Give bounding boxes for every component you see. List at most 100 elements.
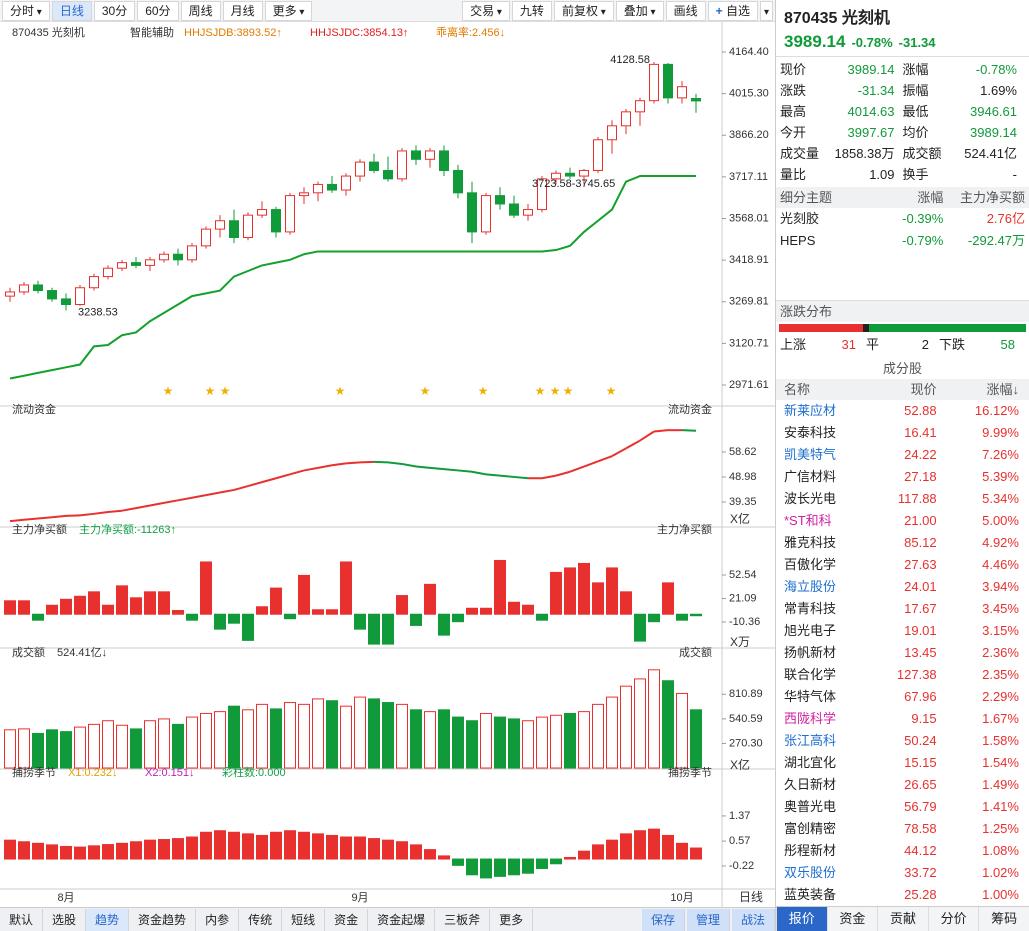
side-tab[interactable]: 筹码 [978,907,1029,931]
toolbar-button[interactable]: 自选 [707,0,758,21]
stock-name: 广信材料 [784,469,837,484]
svg-text:★: ★ [550,384,561,398]
flow-segment [555,470,571,477]
toolbar-button[interactable]: 交易 [462,0,510,21]
action-button[interactable]: 战法 [731,908,775,931]
bottom-tab[interactable]: 选股 [43,908,87,931]
bottom-tab[interactable]: 短线 [282,908,326,931]
toolbar-button[interactable]: 叠加 [615,0,664,21]
y-tick-label: 2971.61 [729,379,769,391]
bar [508,858,520,876]
constituent-row[interactable]: 联合化学 127.38 2.35% [776,664,1029,686]
toolbar-dropdown[interactable] [759,0,773,21]
constituent-row[interactable]: 百傲化学 27.63 4.46% [776,554,1029,576]
stock-name: 常青科技 [784,601,837,616]
toolbar-button[interactable]: 前复权 [553,0,614,21]
stock-price: 24.01 [904,579,937,594]
stock-name: 彤程新材 [784,843,837,858]
constituent-row[interactable]: 旭光电子 19.01 3.15% [776,620,1029,642]
stock-name: 张江高科 [784,733,837,748]
constituent-row[interactable]: 彤程新材 44.12 1.08% [776,840,1029,862]
bottom-tab[interactable]: 默认 [0,908,44,931]
flow-segment [415,465,431,469]
side-tab[interactable]: 资金 [826,907,878,931]
bottom-tab[interactable]: 三板斧 [435,908,491,931]
constituent-row[interactable]: *ST和科 21.00 5.00% [776,510,1029,532]
bar [186,716,198,769]
candle-body [621,111,631,127]
constituent-row[interactable]: 蓝英装备 25.28 1.00% [776,884,1029,906]
bar [690,613,702,617]
toolbar-button[interactable]: 分时 [2,0,50,21]
action-button[interactable]: 保存 [641,908,685,931]
bottom-tab[interactable]: 资金趋势 [129,908,197,931]
y-tick-label: 3269.81 [729,296,769,308]
theme-row: HEPS -0.79% -292.47万 [776,230,1029,252]
toolbar-button[interactable]: 更多 [264,0,313,21]
constituent-row[interactable]: 新莱应材 52.88 16.12% [776,400,1029,422]
flow-segment [79,512,95,517]
stock-price: 13.45 [904,645,937,660]
constituent-row[interactable]: 安泰科技 16.41 9.99% [776,422,1029,444]
quote-value: 3989.14 [847,62,895,77]
constituent-row[interactable]: 扬帆新材 13.45 2.36% [776,642,1029,664]
constituent-row[interactable]: 张江高科 50.24 1.58% [776,730,1029,752]
side-tab[interactable]: 分价 [927,907,979,931]
toolbar-button[interactable]: 日线 [51,0,92,21]
bottom-tab[interactable]: 内参 [196,908,240,931]
candle-body [131,262,141,266]
flow-segment [303,466,319,472]
constituent-row[interactable]: 富创精密 78.58 1.25% [776,818,1029,840]
bar [172,723,184,769]
svg-text:★: ★ [478,384,489,398]
bottom-tab[interactable]: 资金 [325,908,369,931]
toolbar-button[interactable]: 30分 [93,0,136,21]
bar [186,836,198,860]
constituent-row[interactable]: 凯美特气 24.22 7.26% [776,444,1029,466]
bar [144,839,156,860]
constituent-row[interactable]: 久日新材 26.65 1.49% [776,774,1029,796]
bar [466,720,478,769]
constituent-row[interactable]: 华特气体 67.96 2.29% [776,686,1029,708]
side-tab[interactable]: 报价 [776,907,827,931]
constituent-row[interactable]: 湖北宜化 15.15 1.54% [776,752,1029,774]
theme-pct: -0.79% [902,233,944,248]
bar [578,562,590,615]
bar [396,703,408,769]
stock-price: 127.38 [896,667,937,682]
toolbar-button[interactable]: 画线 [665,0,706,21]
toolbar-button[interactable]: 周线 [180,0,221,21]
toolbar-button[interactable]: 60分 [137,0,179,21]
unit-label: X亿 [730,511,750,526]
constituent-row[interactable]: 常青科技 17.67 3.45% [776,598,1029,620]
constituent-row[interactable]: 海立股份 24.01 3.94% [776,576,1029,598]
bottom-tab[interactable]: 传统 [239,908,283,931]
stock-pct: 9.99% [982,425,1019,440]
toolbar-button[interactable]: 月线 [222,0,263,21]
constituent-row[interactable]: 波长光电 117.88 5.34% [776,488,1029,510]
candle-body [173,253,183,261]
svg-text:★: ★ [420,384,431,398]
bar [88,591,100,615]
stock-pct: 4.92% [982,535,1019,550]
constituent-row[interactable]: 西陇科学 9.15 1.67% [776,708,1029,730]
bottom-tab[interactable]: 趋势 [86,908,130,931]
constituent-row[interactable]: 双乐股份 33.72 1.02% [776,862,1029,884]
quote-value: 4014.63 [847,104,895,119]
theme-name: HEPS [780,233,816,248]
bar [200,561,212,615]
bottom-tab[interactable]: 资金起爆 [368,908,436,931]
toolbar-button[interactable]: 九转 [511,0,552,21]
assist-label: 智能辅助 [130,25,174,39]
constituent-row[interactable]: 雅克科技 85.12 4.92% [776,532,1029,554]
bar [634,678,646,769]
constituent-row[interactable]: 奥普光电 56.79 1.41% [776,796,1029,818]
candle-body [481,195,491,233]
side-tab[interactable]: 贡献 [877,907,928,931]
flow-segment [443,468,459,472]
bar [116,724,128,769]
constituent-row[interactable]: 广信材料 27.18 5.39% [776,466,1029,488]
bottom-tab[interactable]: 更多 [490,908,534,931]
action-button[interactable]: 管理 [686,908,730,931]
bar [200,831,212,860]
